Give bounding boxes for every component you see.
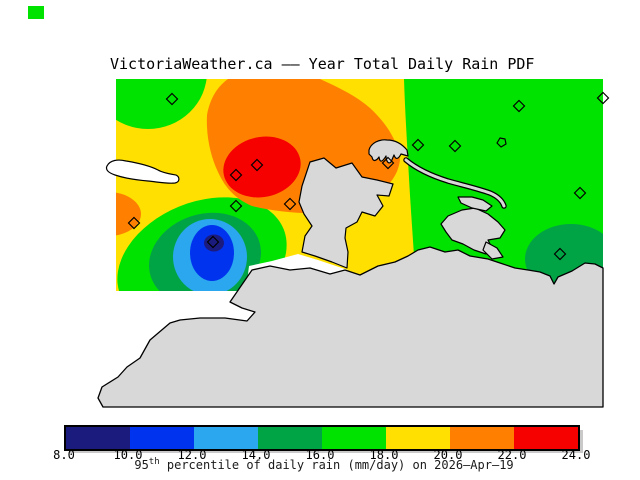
- station-marker-icon: [381, 156, 395, 170]
- islet-outline: [496, 137, 507, 148]
- station-marker-icon: [283, 197, 297, 211]
- colorbar-segment: [514, 427, 578, 449]
- colorbar-segment: [66, 427, 130, 449]
- colorbar-tick-label: 8.0: [53, 448, 75, 462]
- colorbar-tick-label: 12.0: [177, 448, 207, 462]
- colorbar-segment: [322, 427, 386, 449]
- contour-orange-west: [116, 192, 141, 236]
- colorbar-segment: [194, 427, 258, 449]
- station-marker-icon: [165, 92, 179, 106]
- colorbar-segment: [130, 427, 194, 449]
- colorbar-caption: 95th percentile of daily rain (mm/day) o…: [60, 457, 588, 473]
- land-claw-peninsula: [368, 139, 409, 164]
- station-marker-icon: [553, 247, 567, 261]
- plot-title: VictoriaWeather.ca –– Year Total Daily R…: [110, 55, 535, 73]
- colorbar-tick-label: 18.0: [369, 448, 399, 462]
- contour-red-core: [223, 136, 301, 198]
- channel-fill: [404, 158, 506, 208]
- caption-rest: percentile of daily rain (mm/day) on 202…: [159, 458, 514, 472]
- bullseye-navy-core: [204, 234, 224, 252]
- station-marker-icon: [127, 216, 141, 230]
- station-marker-icon: [250, 158, 264, 172]
- colorbar-tick-label: 10.0: [113, 448, 143, 462]
- station-marker-icon: [229, 199, 243, 213]
- colorbar-tick-label: 16.0: [305, 448, 335, 462]
- contour-green-northwest: [116, 79, 207, 129]
- colorbar-segment: [386, 427, 450, 449]
- corner-marker-swatch: [28, 6, 44, 19]
- station-marker-icon: [411, 138, 425, 152]
- station-marker-icon: [573, 186, 587, 200]
- station-marker-icon: [206, 235, 220, 249]
- station-marker-icon: [596, 91, 610, 105]
- colorbar-segment: [258, 427, 322, 449]
- colorbar-tick-label: 24.0: [561, 448, 591, 462]
- station-marker-icon: [229, 168, 243, 182]
- colorbar-segment: [450, 427, 514, 449]
- caption-prefix: 95: [134, 458, 149, 472]
- colorbar-tick-label: 14.0: [241, 448, 271, 462]
- lake-outline: [105, 159, 180, 184]
- bullseye-blue: [190, 225, 234, 281]
- station-marker-icon: [448, 139, 462, 153]
- land-island-connector: [482, 241, 504, 260]
- colorbar: [64, 425, 580, 451]
- station-marker-icon: [512, 99, 526, 113]
- land-central-inlets: [298, 157, 394, 269]
- land-island-strip: [457, 196, 493, 212]
- caption-superscript: th: [148, 457, 160, 467]
- colorbar-tick-label: 22.0: [497, 448, 527, 462]
- colorbar-tick-label: 20.0: [433, 448, 463, 462]
- station-markers: [127, 91, 610, 261]
- land-south: [97, 246, 604, 408]
